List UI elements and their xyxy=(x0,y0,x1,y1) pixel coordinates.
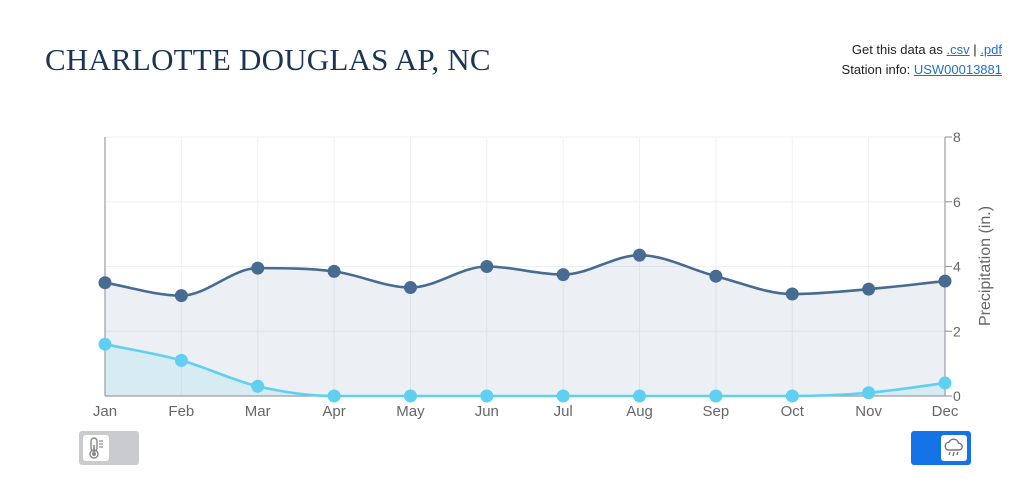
station-info-label: Station info: xyxy=(841,62,911,77)
station-info-row: Station info: USW00013881 xyxy=(842,60,1002,80)
data-info: Get this data as .csv | .pdf Station inf… xyxy=(842,40,1002,80)
thermometer-icon xyxy=(89,437,103,459)
series-1-point-apr xyxy=(327,264,341,278)
precipitation-toggle[interactable] xyxy=(911,431,971,465)
series-1-point-jul xyxy=(556,268,570,282)
series-2-area xyxy=(105,344,945,396)
series-2-point-apr xyxy=(327,389,341,403)
csv-link[interactable]: .csv xyxy=(946,42,970,57)
series-1-point-sep xyxy=(709,269,723,283)
get-data-row: Get this data as .csv | .pdf xyxy=(842,40,1002,60)
x-tick-label: Apr xyxy=(322,403,345,420)
series-2-point-feb xyxy=(174,353,188,367)
x-tick-label: Jun xyxy=(475,403,499,420)
page-title: CHARLOTTE DOUGLAS AP, NC xyxy=(45,42,491,77)
precipitation-toggle-knob xyxy=(941,435,967,461)
series-2-point-oct xyxy=(785,389,799,403)
series-1-point-feb xyxy=(174,289,188,303)
series-2-point-aug xyxy=(633,389,647,403)
x-tick-label: Sep xyxy=(703,403,730,420)
precipitation-chart: 0 2 4 6 8 Jan Feb Mar Apr May Jun Jul Aug Sep Oct Nov De… xyxy=(93,129,994,420)
series-1-area xyxy=(105,255,945,396)
get-data-label: Get this data as xyxy=(851,42,943,57)
series-2-point-jan xyxy=(98,337,112,351)
series-2-point-jun xyxy=(480,389,494,403)
series-1-point-aug xyxy=(633,248,647,262)
series-1-point-jun xyxy=(480,260,494,273)
y-tick-label: 8 xyxy=(953,129,961,145)
x-tick-label: Dec xyxy=(932,403,959,420)
x-tick-label: Mar xyxy=(245,403,271,420)
x-tick-label: Aug xyxy=(626,403,653,420)
x-tick-label: Feb xyxy=(168,403,194,420)
x-tick-label: Jan xyxy=(93,403,117,420)
y-axis-label: Precipitation (in.) xyxy=(977,206,994,326)
series-1-point-jan xyxy=(98,276,112,290)
station-id-link[interactable]: USW00013881 xyxy=(913,62,1002,77)
series-1-point-mar xyxy=(251,261,265,275)
series-1-point-dec xyxy=(938,274,952,288)
label-layer: 0 2 4 6 8 Jan Feb Mar Apr May Jun Jul Aug Sep Oct Nov De… xyxy=(93,129,994,420)
x-tick-label: Oct xyxy=(781,403,805,420)
series-2-point-may xyxy=(403,389,417,403)
series-2-point-mar xyxy=(251,379,265,393)
series-2-point-nov xyxy=(862,386,876,400)
x-tick-label: Nov xyxy=(855,403,882,420)
link-separator: | xyxy=(973,42,977,57)
temperature-toggle[interactable] xyxy=(79,431,139,465)
series-2-point-sep xyxy=(709,389,723,403)
y-tick-label: 6 xyxy=(953,194,961,210)
point-layer xyxy=(98,248,952,403)
series-2-point-jul xyxy=(556,389,570,403)
x-tick-label: May xyxy=(396,403,425,420)
series-1-point-nov xyxy=(862,282,876,296)
temperature-toggle-knob xyxy=(83,435,109,461)
pdf-link[interactable]: .pdf xyxy=(980,42,1002,57)
y-tick-label: 2 xyxy=(953,323,961,339)
y-tick-label: 0 xyxy=(953,388,961,404)
area-layer xyxy=(105,255,945,396)
series-1-point-may xyxy=(403,281,417,295)
y-tick-label: 4 xyxy=(953,259,961,275)
series-2-point-dec xyxy=(938,376,952,390)
x-tick-label: Jul xyxy=(554,403,573,420)
rain-cloud-icon xyxy=(944,438,963,457)
series-1-point-oct xyxy=(785,287,799,301)
